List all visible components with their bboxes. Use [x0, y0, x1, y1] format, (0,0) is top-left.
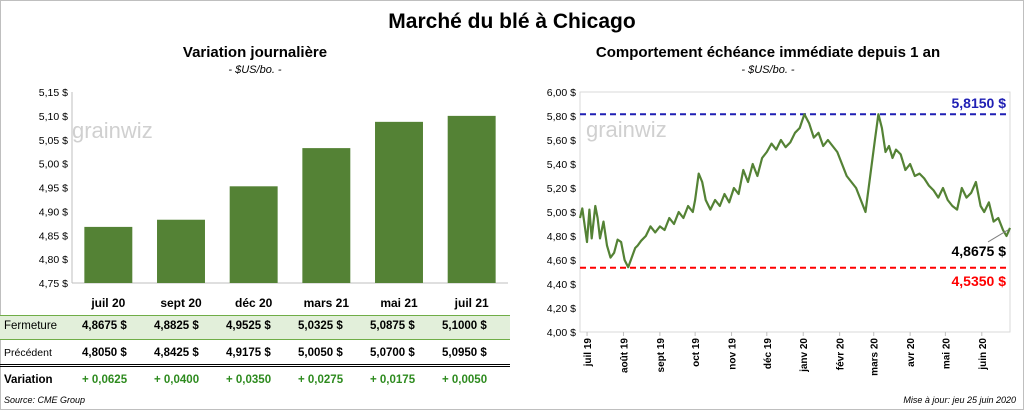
y-tick-label: 5,05 $	[39, 135, 68, 147]
x-tick-label: juil 21	[454, 296, 489, 310]
x-tick-label: nov 19	[728, 338, 739, 370]
cell-variation-2: + 0,0350	[226, 374, 272, 386]
cell-precedent-5: 5,0950 $	[442, 347, 487, 359]
bar	[157, 219, 205, 283]
bar	[447, 115, 496, 283]
row-divider-double	[0, 366, 510, 367]
cell-fermeture-0: 4,8675 $	[82, 320, 127, 332]
y-tick-label: 4,90 $	[39, 206, 68, 218]
plot-area	[579, 91, 1011, 333]
table-row-variation: Variation + 0,0625 + 0,0400 + 0,0350 + 0…	[0, 368, 510, 392]
x-tick-label: juil 19	[583, 338, 594, 368]
cell-variation-4: + 0,0175	[370, 374, 416, 386]
last-value-label: 4,8675 $	[952, 243, 1007, 259]
cell-precedent-2: 4,9175 $	[226, 347, 271, 359]
y-tick-label: 4,80 $	[39, 254, 68, 266]
table-row-fermeture: Fermeture 4,8675 $ 4,8825 $ 4,9525 $ 5,0…	[0, 315, 510, 340]
main-title: Marché du blé à Chicago	[388, 10, 636, 33]
min-label: 4,5350 $	[952, 273, 1007, 289]
price-line	[578, 113, 1012, 269]
y-tick-label: 6,00 $	[547, 87, 576, 99]
x-tick-label: juil 20	[90, 296, 125, 310]
x-tick-label: mars 20	[870, 338, 881, 376]
cell-precedent-4: 5,0700 $	[370, 347, 415, 359]
x-tick-label: sept 19	[656, 338, 667, 373]
y-tick-label: 5,40 $	[547, 159, 576, 171]
x-tick-label: janv 20	[799, 338, 810, 373]
update-note: Mise à jour: jeu 25 juin 2020	[903, 395, 1016, 405]
x-tick-label: août 19	[619, 338, 630, 373]
bar	[375, 121, 423, 283]
x-tick-label: mai 21	[380, 296, 418, 310]
left-chart-title: Variation journalière	[182, 44, 328, 61]
watermark: grainwiz	[72, 118, 153, 143]
line-chart: grainwiz 4,00 $ 4,20 $ 4,40 $ 4,60 $ 4,80 $ 5…	[547, 87, 1012, 376]
watermark: grainwiz	[586, 117, 667, 142]
bar-chart: grainwiz 4,75 $ 4,80 $ 4,85 $ 4,90 $ 4,95 $ 5…	[39, 87, 508, 310]
row-label-fermeture: Fermeture	[4, 320, 58, 332]
cell-fermeture-5: 5,1000 $	[442, 320, 487, 332]
table-row-precedent: Précédent 4,8050 $ 4,8425 $ 4,9175 $ 5,0…	[0, 341, 510, 367]
right-chart-subtitle: - $US/bo. -	[741, 64, 795, 76]
x-tick-label: mai 20	[941, 338, 952, 370]
y-tick-label: 4,95 $	[39, 183, 68, 195]
max-label: 5,8150 $	[952, 95, 1007, 111]
x-tick-label: mars 21	[304, 296, 350, 310]
cell-variation-0: + 0,0625	[82, 374, 128, 386]
y-tick-label: 4,75 $	[39, 278, 68, 290]
y-tick-label: 4,85 $	[39, 230, 68, 242]
y-tick-label: 4,60 $	[547, 255, 576, 267]
x-tick-label: déc 19	[763, 338, 774, 370]
cell-precedent-0: 4,8050 $	[82, 347, 127, 359]
right-chart-title: Comportement échéance immédiate depuis 1…	[595, 44, 941, 61]
y-tick-label: 5,20 $	[547, 183, 576, 195]
bar	[302, 148, 351, 283]
cell-variation-5: + 0,0050	[442, 374, 488, 386]
cell-fermeture-3: 5,0325 $	[298, 320, 343, 332]
x-tick-label: juin 20	[978, 338, 989, 371]
cell-variation-3: + 0,0275	[298, 374, 344, 386]
y-tick-label: 4,20 $	[547, 303, 576, 315]
cell-fermeture-1: 4,8825 $	[154, 320, 199, 332]
y-tick-label: 4,40 $	[547, 279, 576, 291]
y-tick-label: 5,00 $	[39, 159, 68, 171]
row-divider	[0, 364, 510, 365]
row-label-variation: Variation	[4, 374, 53, 386]
y-tick-label: 5,80 $	[547, 111, 576, 123]
source-note: Source: CME Group	[4, 395, 86, 405]
x-tick-label: avr 20	[906, 338, 917, 367]
y-tick-label: 5,00 $	[547, 207, 576, 219]
x-tick-label: févr 20	[836, 338, 847, 371]
cell-fermeture-4: 5,0875 $	[370, 320, 415, 332]
fermeture-row-bg	[0, 315, 510, 340]
row-label-precedent: Précédent	[4, 347, 52, 359]
bar	[229, 186, 278, 283]
y-tick-label: 5,60 $	[547, 135, 576, 147]
x-tick-label: oct 19	[691, 338, 702, 367]
x-tick-label: déc 20	[235, 296, 273, 310]
y-tick-label: 5,10 $	[39, 111, 68, 123]
y-tick-label: 4,80 $	[547, 231, 576, 243]
last-value-leader	[987, 229, 1009, 243]
cell-precedent-3: 5,0050 $	[298, 347, 343, 359]
cell-fermeture-2: 4,9525 $	[226, 320, 271, 332]
cell-precedent-1: 4,8425 $	[154, 347, 199, 359]
left-chart-subtitle: - $US/bo. -	[228, 64, 282, 76]
y-tick-label: 5,15 $	[39, 87, 68, 99]
bar	[84, 226, 133, 283]
cell-variation-1: + 0,0400	[154, 374, 200, 386]
x-tick-label: sept 20	[160, 296, 202, 310]
y-tick-label: 4,00 $	[547, 327, 576, 339]
